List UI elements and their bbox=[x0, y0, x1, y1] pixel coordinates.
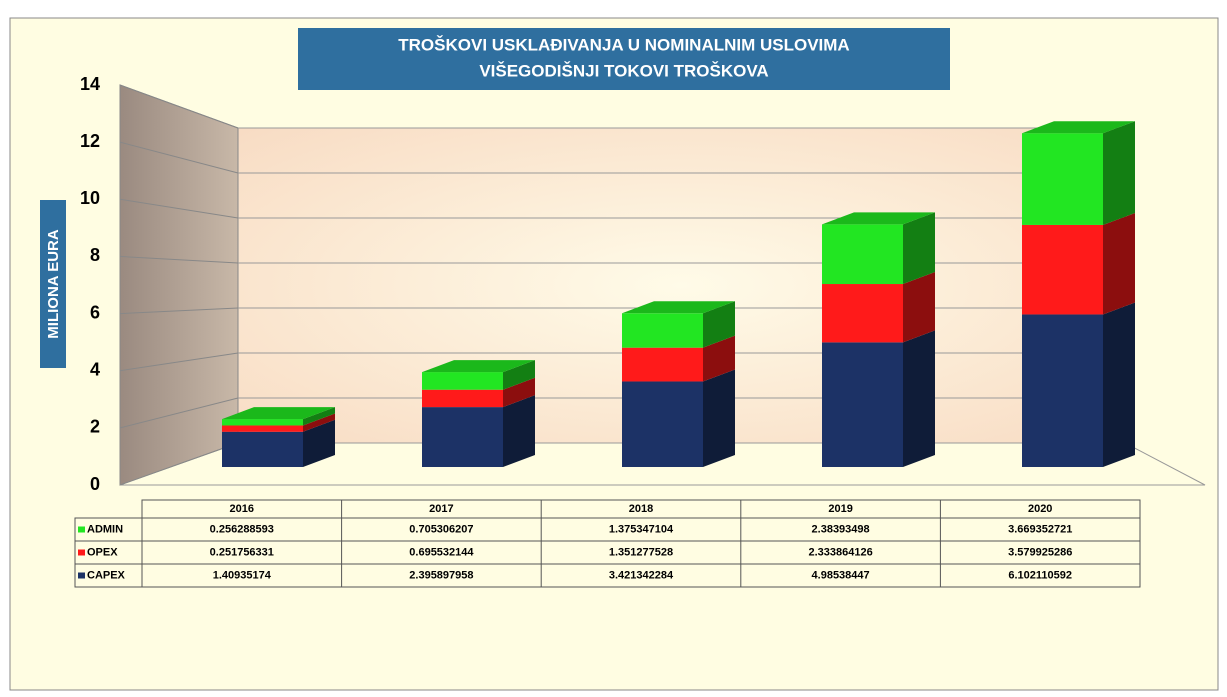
y-tick-label: 8 bbox=[90, 245, 100, 265]
x-tick-label: 2020 bbox=[1028, 503, 1052, 515]
bar bbox=[822, 284, 903, 343]
grid-line bbox=[119, 397, 239, 429]
table-value: 1.375347104 bbox=[609, 523, 674, 535]
y-tick-label: 12 bbox=[80, 131, 100, 151]
legend-label: OPEX bbox=[87, 546, 118, 558]
side-wall bbox=[119, 84, 239, 486]
bar-side bbox=[703, 335, 735, 382]
bar-side bbox=[303, 419, 335, 467]
y-tick-label: 4 bbox=[90, 359, 100, 379]
bar-side bbox=[503, 360, 535, 390]
bar-side bbox=[503, 395, 535, 467]
legend-label: CAPEX bbox=[87, 569, 126, 581]
bar-side bbox=[1103, 302, 1135, 467]
grid-line bbox=[119, 307, 239, 315]
y-axis-label: MILIONA EURA bbox=[45, 229, 62, 339]
bar bbox=[622, 313, 703, 348]
chart-title: VIŠEGODIŠNJI TOKOVI TROŠKOVA bbox=[479, 61, 768, 80]
table-value: 2.333864126 bbox=[808, 546, 872, 558]
bar-side bbox=[303, 407, 335, 426]
bar bbox=[1022, 314, 1103, 467]
bar-side bbox=[503, 377, 535, 408]
bar-top bbox=[622, 301, 735, 314]
x-tick-label: 2019 bbox=[828, 503, 852, 515]
x-tick-label: 2017 bbox=[429, 503, 453, 515]
bar-side bbox=[703, 301, 735, 348]
table-value: 3.579925286 bbox=[1008, 546, 1072, 558]
grid-line bbox=[119, 442, 239, 486]
bar-top bbox=[222, 407, 335, 420]
table-value: 0.256288593 bbox=[210, 523, 274, 535]
bar-side bbox=[703, 369, 735, 467]
bar-top bbox=[1022, 121, 1135, 134]
bar-top bbox=[422, 360, 535, 373]
bar-side bbox=[1103, 121, 1135, 225]
grid-line bbox=[119, 84, 239, 129]
bar-side bbox=[303, 413, 335, 432]
bar bbox=[222, 419, 303, 426]
table-value: 4.98538447 bbox=[812, 569, 870, 581]
y-tick-label: 6 bbox=[90, 302, 100, 322]
table-value: 0.251756331 bbox=[210, 546, 274, 558]
table-value: 6.102110592 bbox=[1008, 569, 1072, 581]
grid-line bbox=[119, 255, 239, 264]
table-value: 1.351277528 bbox=[609, 546, 673, 558]
legend-swatch bbox=[78, 526, 85, 533]
y-tick-label: 0 bbox=[90, 474, 100, 494]
bar-side bbox=[903, 212, 935, 285]
bar bbox=[222, 425, 303, 432]
bar bbox=[222, 431, 303, 467]
legend-swatch bbox=[78, 572, 85, 579]
legend-swatch bbox=[78, 549, 85, 556]
table-value: 3.669352721 bbox=[1008, 523, 1072, 535]
y-tick-label: 2 bbox=[90, 417, 100, 437]
bar bbox=[622, 347, 703, 382]
table-value: 1.40935174 bbox=[213, 569, 272, 581]
grid-line bbox=[119, 352, 239, 372]
legend-label: ADMIN bbox=[87, 523, 123, 535]
bar bbox=[822, 224, 903, 285]
table-value: 0.705306207 bbox=[409, 523, 473, 535]
grid-line bbox=[119, 141, 239, 174]
table-value: 0.695532144 bbox=[409, 546, 474, 558]
bar-side bbox=[903, 272, 935, 343]
y-tick-label: 10 bbox=[80, 188, 100, 208]
bar bbox=[622, 381, 703, 467]
y-label-box bbox=[40, 200, 66, 368]
x-tick-label: 2018 bbox=[629, 503, 653, 515]
title-box bbox=[298, 28, 950, 90]
table-value: 2.38393498 bbox=[812, 523, 870, 535]
y-tick-label: 14 bbox=[80, 74, 100, 94]
bar-side bbox=[1103, 212, 1135, 315]
bar bbox=[1022, 224, 1103, 315]
chart-title: TROŠKOVI USKLAĐIVANJA U NOMINALNIM USLOV… bbox=[398, 35, 849, 54]
bar bbox=[822, 342, 903, 467]
table-value: 3.421342284 bbox=[609, 569, 674, 581]
bar bbox=[422, 407, 503, 467]
bar-top bbox=[822, 212, 935, 225]
bar-side bbox=[903, 330, 935, 467]
grid-line bbox=[119, 198, 239, 219]
bar bbox=[1022, 133, 1103, 225]
x-tick-label: 2016 bbox=[230, 503, 254, 515]
bar bbox=[422, 389, 503, 408]
bar bbox=[422, 372, 503, 390]
table-value: 2.395897958 bbox=[409, 569, 473, 581]
